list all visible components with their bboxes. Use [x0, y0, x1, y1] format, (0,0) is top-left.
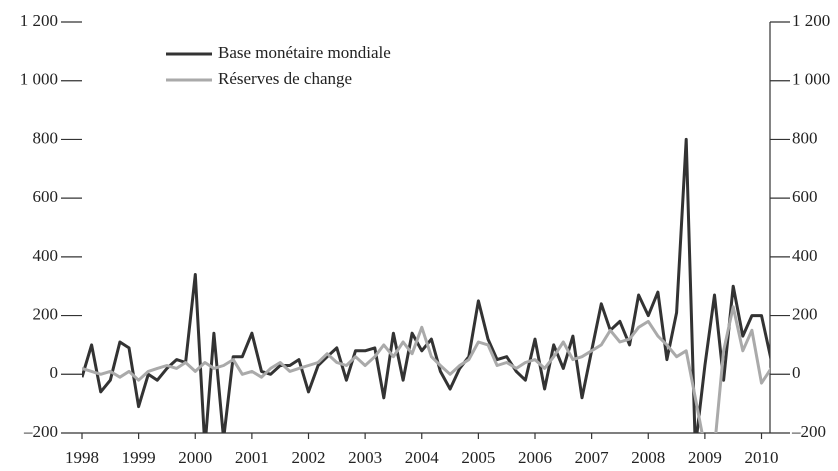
y-tick-label: 1 200	[20, 11, 58, 30]
y-tick-label: 400	[33, 246, 59, 265]
x-tick-label: 2005	[461, 448, 495, 467]
y-tick-label: 600	[33, 187, 59, 206]
y2-tick-label: 1 000	[792, 70, 830, 89]
plot-area	[82, 137, 770, 433]
x-tick-label: 2004	[405, 448, 440, 467]
legend-label: Réserves de change	[218, 69, 352, 88]
y2-tick-label: 800	[792, 128, 818, 147]
series-line	[82, 305, 770, 433]
y-tick-label: –200	[23, 422, 58, 441]
x-tick-label: 2008	[631, 448, 665, 467]
x-tick-label: 2007	[575, 448, 610, 467]
series-line	[82, 137, 770, 433]
y-tick-label: 200	[33, 304, 59, 323]
y2-tick-label: –200	[791, 422, 826, 441]
x-tick-label: 1998	[65, 448, 99, 467]
y2-tick-label: 200	[792, 304, 818, 323]
y-tick-label: 800	[33, 128, 59, 147]
x-tick-label: 2009	[688, 448, 722, 467]
x-tick-label: 1999	[122, 448, 156, 467]
x-tick-label: 2002	[292, 448, 326, 467]
y-tick-label: 1 000	[20, 70, 58, 89]
x-tick-label: 2010	[745, 448, 779, 467]
y2-tick-label: 0	[792, 363, 801, 382]
x-tick-label: 2001	[235, 448, 269, 467]
legend-label: Base monétaire mondiale	[218, 43, 391, 62]
x-tick-label: 2000	[178, 448, 212, 467]
y2-tick-label: 1 200	[792, 11, 830, 30]
y-tick-label: 0	[50, 363, 59, 382]
y2-tick-label: 400	[792, 246, 818, 265]
y2-tick-label: 600	[792, 187, 818, 206]
x-tick-label: 2006	[518, 448, 552, 467]
x-tick-label: 2003	[348, 448, 382, 467]
